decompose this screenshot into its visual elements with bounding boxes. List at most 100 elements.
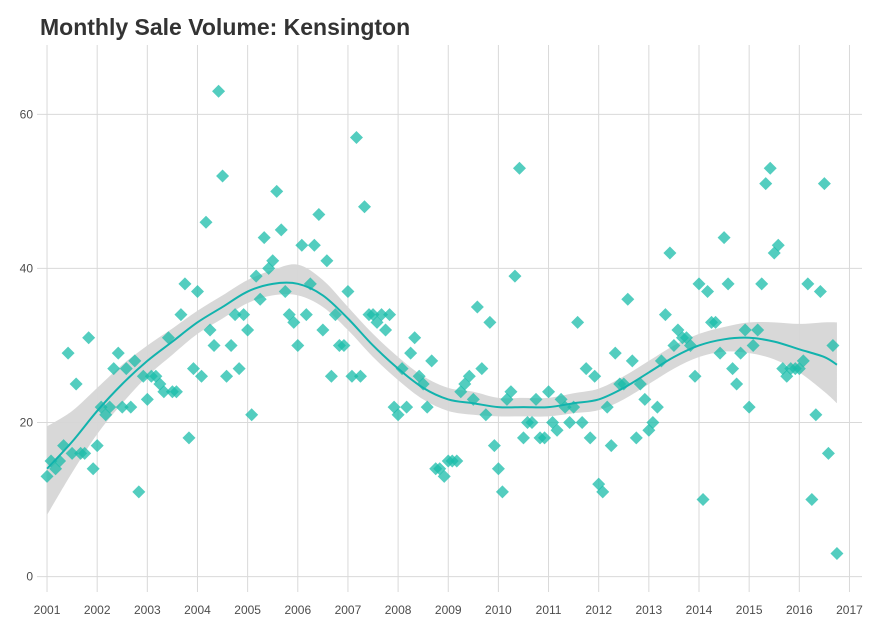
data-point	[801, 277, 815, 291]
data-point	[692, 277, 706, 291]
data-point	[538, 431, 552, 445]
data-point	[826, 338, 840, 352]
data-point	[357, 200, 371, 214]
data-point	[809, 408, 823, 422]
data-point	[437, 469, 451, 483]
data-point	[638, 392, 652, 406]
data-point	[746, 338, 760, 352]
x-tick-label: 2004	[184, 603, 211, 617]
data-point	[755, 277, 769, 291]
data-point	[40, 469, 54, 483]
data-point	[658, 308, 672, 322]
data-point	[312, 207, 326, 221]
data-point	[220, 369, 234, 383]
data-point	[751, 323, 765, 337]
x-tick-label: 2005	[234, 603, 261, 617]
x-tick-label: 2008	[385, 603, 412, 617]
data-point	[738, 323, 752, 337]
data-point	[182, 431, 196, 445]
data-point	[174, 308, 188, 322]
data-point	[563, 416, 577, 430]
data-point	[274, 223, 288, 237]
data-point	[491, 462, 505, 476]
trend-line-path	[46, 281, 838, 470]
data-point	[709, 315, 723, 329]
data-points	[40, 84, 844, 560]
x-tick-label: 2007	[335, 603, 362, 617]
data-point	[420, 400, 434, 414]
data-point	[375, 308, 389, 322]
y-tick-label: 0	[26, 570, 33, 584]
data-point	[408, 331, 422, 345]
x-tick-label: 2012	[585, 603, 612, 617]
data-point	[307, 238, 321, 252]
data-point	[416, 377, 430, 391]
data-point	[266, 254, 280, 268]
x-tick-label: 2006	[284, 603, 311, 617]
data-point	[667, 338, 681, 352]
data-point	[395, 362, 409, 376]
data-point	[479, 408, 493, 422]
x-tick-label: 2014	[686, 603, 713, 617]
data-point	[462, 369, 476, 383]
data-point	[103, 400, 117, 414]
data-point	[132, 485, 146, 499]
data-point	[128, 354, 142, 368]
x-tick-label: 2009	[435, 603, 462, 617]
data-point	[136, 369, 150, 383]
data-point	[186, 362, 200, 376]
data-point	[270, 184, 284, 198]
data-point	[278, 285, 292, 299]
data-point	[379, 323, 393, 337]
data-point	[701, 285, 715, 299]
data-point	[140, 392, 154, 406]
data-point	[504, 385, 518, 399]
data-point	[495, 485, 509, 499]
x-axis-ticks: 2001 2002 2003 2004 2005 2006 2007 2008 2009 2010…	[34, 603, 863, 617]
data-point	[78, 446, 92, 460]
data-point	[349, 130, 363, 144]
data-point	[212, 84, 226, 98]
data-point	[119, 362, 133, 376]
data-point	[516, 431, 530, 445]
data-point	[65, 446, 79, 460]
data-point	[190, 285, 204, 299]
data-point	[115, 400, 129, 414]
x-tick-label: 2002	[84, 603, 111, 617]
data-point	[646, 416, 660, 430]
data-point	[249, 269, 263, 283]
data-point	[341, 285, 355, 299]
data-point	[203, 323, 217, 337]
data-point	[617, 377, 631, 391]
data-point	[483, 315, 497, 329]
x-tick-label: 2010	[485, 603, 512, 617]
data-point	[61, 346, 75, 360]
data-point	[696, 493, 710, 507]
data-point	[759, 177, 773, 191]
data-point	[763, 161, 777, 175]
data-point	[194, 369, 208, 383]
data-point	[508, 269, 522, 283]
data-point	[450, 454, 464, 468]
data-point	[107, 362, 121, 376]
data-point	[124, 400, 138, 414]
y-tick-label: 20	[20, 416, 34, 430]
data-point	[542, 385, 556, 399]
data-point	[111, 346, 125, 360]
data-point	[324, 369, 338, 383]
data-point	[207, 338, 221, 352]
data-point	[237, 308, 251, 322]
data-point	[353, 369, 367, 383]
data-point	[90, 439, 104, 453]
grid-lines	[37, 45, 862, 592]
data-point	[487, 439, 501, 453]
data-point	[730, 377, 744, 391]
data-point	[400, 400, 414, 414]
data-point	[805, 493, 819, 507]
data-point	[404, 346, 418, 360]
data-point	[241, 323, 255, 337]
data-point	[629, 431, 643, 445]
data-point	[579, 362, 593, 376]
data-point	[345, 369, 359, 383]
x-tick-label: 2016	[786, 603, 813, 617]
